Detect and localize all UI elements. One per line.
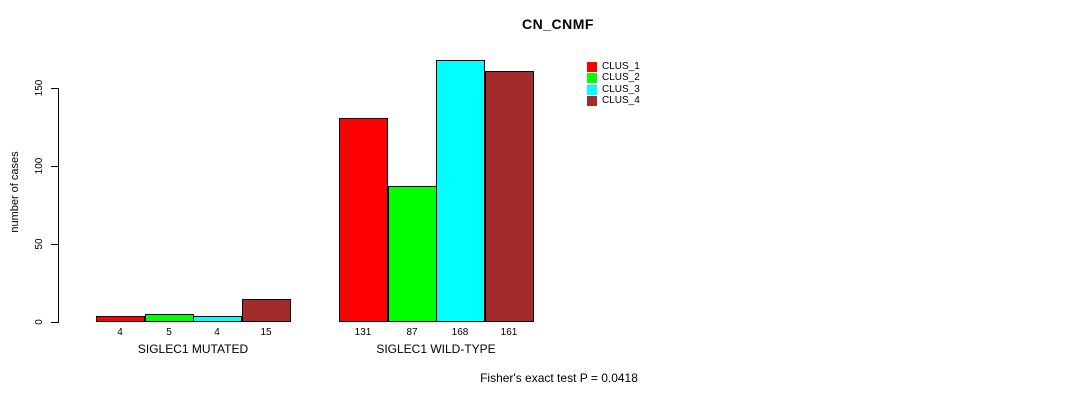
y-axis-tick-label: 0: [34, 319, 45, 325]
bar-value-label: 4: [214, 327, 220, 338]
legend-swatch-clus_3: [587, 84, 597, 95]
bar-clus_3-mutated: [193, 316, 242, 322]
legend-label: CLUS_3: [602, 83, 640, 95]
y-axis-tick-label: 50: [34, 238, 45, 250]
legend-label: CLUS_2: [602, 72, 640, 84]
legend-item-clus_3: CLUS_3: [587, 83, 640, 95]
legend: CLUS_1 CLUS_2 CLUS_3 CLUS_4: [587, 62, 640, 108]
bar-clus_2-mutated: [145, 314, 194, 322]
legend-label: CLUS_4: [602, 95, 640, 107]
legend-swatch-clus_1: [587, 62, 597, 72]
x-axis-group-label: SIGLEC1 MUTATED: [137, 342, 249, 356]
bar-clus_1-mutated: [96, 316, 145, 322]
legend-label: CLUS_1: [602, 61, 640, 72]
legend-swatch-clus_2: [587, 73, 597, 84]
y-axis-tick: [51, 166, 58, 167]
bar-value-label: 168: [451, 327, 469, 338]
bar-clus_4-mutated: [242, 299, 291, 322]
legend-swatch-clus_4: [587, 96, 597, 107]
bar-clus_1-wildtype: [339, 118, 388, 322]
legend-item-clus_4: CLUS_4: [587, 95, 640, 107]
stat-annotation: Fisher's exact test P = 0.0418: [480, 371, 638, 385]
x-axis-group-label: SIGLEC1 WILD-TYPE: [376, 342, 496, 356]
bar-value-label: 4: [117, 327, 123, 338]
bar-clus_2-wildtype: [388, 186, 437, 322]
bar-value-label: 15: [260, 327, 272, 338]
chart-title: CN_CNMF: [522, 16, 594, 32]
legend-item-clus_2: CLUS_2: [587, 72, 640, 84]
legend-item-clus_1: CLUS_1: [587, 62, 640, 72]
bar-value-label: 5: [166, 327, 172, 338]
bar-value-label: 161: [500, 327, 518, 338]
y-axis-tick: [51, 88, 58, 89]
bar-clus_4-wildtype: [485, 71, 534, 322]
y-axis-tick-label: 150: [34, 79, 45, 97]
bar-clus_3-wildtype: [436, 60, 485, 322]
y-axis-line: [58, 88, 59, 323]
y-axis-tick-label: 100: [34, 157, 45, 175]
y-axis-label: number of cases: [9, 151, 21, 233]
bar-value-label: 87: [406, 327, 418, 338]
y-axis-tick: [51, 322, 58, 323]
bar-value-label: 131: [354, 327, 372, 338]
y-axis-tick: [51, 244, 58, 245]
